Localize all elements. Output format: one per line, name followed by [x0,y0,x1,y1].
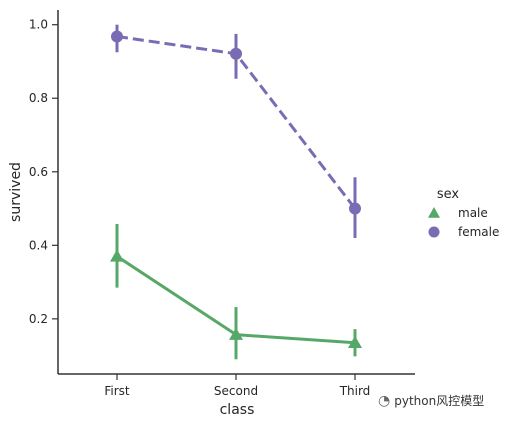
y-tick-label: 0.8 [29,91,48,105]
series-markers [110,30,362,348]
y-tick-label: 0.6 [29,165,48,179]
male-point [229,327,243,340]
axes: 0.2 0.4 0.6 0.8 1.0 First Second Third class surv… [8,10,415,418]
male-point [110,249,124,262]
x-tick-label: Third [339,384,371,398]
x-axis-title: class [220,402,255,418]
wechat-icon: ◔ [378,392,391,409]
y-tick-label: 1.0 [29,18,48,32]
watermark-text: python风控模型 [394,394,485,408]
legend-marker-female [428,226,440,238]
x-tick-label: First [104,384,130,398]
legend-marker-male [428,207,440,218]
watermark: ◔ python风控模型 [378,392,484,409]
error-bars [115,24,357,360]
legend-title: sex [437,187,460,202]
x-tick-label: Second [214,384,258,398]
series-lines [116,34,357,345]
legend-label-male: male [458,206,488,220]
male-point [348,335,362,348]
legend-label-female: female [458,225,499,239]
y-axis-title: survived [8,162,24,222]
female-point [349,202,361,215]
y-tick-label: 0.4 [29,238,48,252]
y-tick-label: 0.2 [29,312,48,326]
female-point [230,47,242,60]
legend: sex male female [428,187,499,239]
female-point [111,30,123,43]
